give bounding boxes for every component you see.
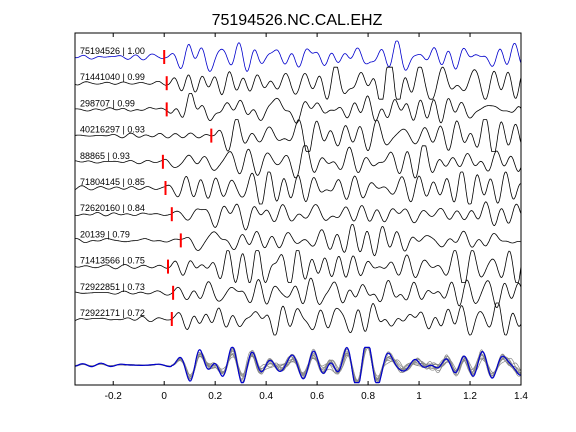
trace-label: 72620160 | 0.84 bbox=[80, 203, 145, 213]
x-tick-label: 0 bbox=[161, 391, 167, 402]
trace-row: 75194526 | 1.00 bbox=[74, 40, 522, 72]
trace-line bbox=[74, 277, 522, 309]
trace-row: 40216297 | 0.93 bbox=[74, 119, 522, 152]
trace-row: 72922171 | 0.72 bbox=[74, 302, 522, 336]
x-axis: -0.2 0 0.2 0.4 0.6 0.8 1 1.2 1.4 bbox=[105, 33, 528, 402]
trace-line bbox=[74, 224, 522, 257]
trace-row: 20139 | 0.79 bbox=[74, 224, 522, 257]
trace-row: 88865 | 0.93 bbox=[74, 145, 522, 179]
stack-layer bbox=[74, 346, 522, 384]
trace-line bbox=[74, 302, 522, 336]
traces-layer: 75194526 | 1.00 71441040 | 0.99 298707 | 0… bbox=[74, 40, 522, 336]
trace-label: 75194526 | 1.00 bbox=[80, 46, 145, 56]
trace-row: 71804145 | 0.85 bbox=[74, 171, 522, 205]
x-tick-label: 1.2 bbox=[463, 391, 477, 402]
trace-row: 72922851 | 0.73 bbox=[74, 277, 522, 309]
trace-line bbox=[74, 250, 522, 284]
trace-line bbox=[74, 119, 522, 152]
x-tick-label: 0.8 bbox=[361, 391, 375, 402]
trace-label: 71441040 | 0.99 bbox=[80, 72, 145, 82]
x-tick-label: -0.2 bbox=[105, 391, 123, 402]
trace-row: 298707 | 0.99 bbox=[74, 93, 522, 124]
trace-label: 298707 | 0.99 bbox=[80, 98, 135, 108]
trace-label: 71413566 | 0.75 bbox=[80, 256, 145, 266]
trace-line bbox=[74, 93, 522, 124]
trace-label: 88865 | 0.93 bbox=[80, 151, 130, 161]
chart-title: 75194526.NC.CAL.EHZ bbox=[212, 12, 383, 29]
trace-line bbox=[74, 201, 522, 231]
trace-row: 72620160 | 0.84 bbox=[74, 201, 522, 231]
x-tick-label: 1.4 bbox=[514, 391, 528, 402]
x-tick-label: 0.6 bbox=[310, 391, 324, 402]
x-tick-label: 0.4 bbox=[259, 391, 273, 402]
trace-label: 40216297 | 0.93 bbox=[80, 125, 145, 135]
trace-line bbox=[74, 145, 522, 179]
trace-line bbox=[74, 66, 522, 100]
reference-trace-line bbox=[74, 40, 522, 72]
trace-label: 20139 | 0.79 bbox=[80, 229, 130, 239]
x-tick-label: 1 bbox=[416, 391, 422, 402]
trace-row: 71413566 | 0.75 bbox=[74, 250, 522, 284]
trace-label: 72922851 | 0.73 bbox=[80, 282, 145, 292]
trace-line bbox=[74, 171, 522, 205]
trace-row: 71441040 | 0.99 bbox=[74, 66, 522, 100]
trace-label: 72922171 | 0.72 bbox=[80, 308, 145, 318]
trace-label: 71804145 | 0.85 bbox=[80, 177, 145, 187]
plot-frame bbox=[74, 32, 522, 386]
stack-reference-line bbox=[74, 346, 522, 384]
x-tick-label: 0.2 bbox=[208, 391, 222, 402]
